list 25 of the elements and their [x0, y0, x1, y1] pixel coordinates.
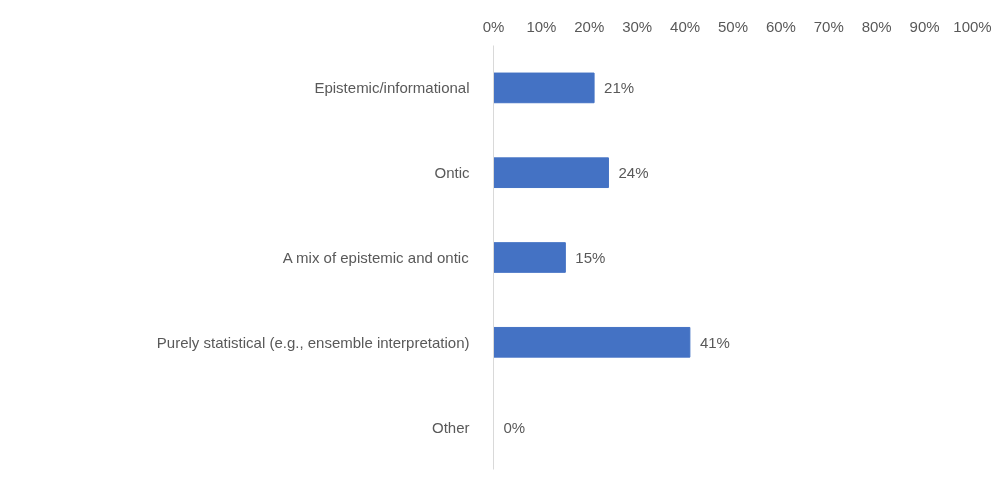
bar	[493, 242, 566, 273]
y-tick-label: A mix of epistemic and ontic	[282, 249, 470, 266]
x-tick-label: 40%	[670, 17, 701, 35]
data-label: 0%	[503, 418, 526, 436]
y-tick-label: Purely statistical (e.g., ensemble interpretation)	[156, 333, 470, 351]
x-tick-label: 70%	[813, 17, 844, 35]
data-label: 15%	[575, 249, 606, 266]
bar	[493, 72, 595, 104]
data-label: 24%	[618, 164, 649, 182]
x-tick-label: 90%	[909, 17, 940, 35]
x-tick-label: 100%	[953, 17, 992, 35]
data-label: 41%	[699, 333, 730, 351]
x-tick-label: 10%	[526, 17, 557, 35]
x-tick-label: 0%	[482, 17, 505, 35]
x-tick-label: 20%	[574, 17, 605, 35]
y-tick-label: Ontic	[434, 164, 470, 182]
x-tick-label: 80%	[861, 17, 892, 35]
x-tick-label: 60%	[765, 17, 796, 35]
y-tick-label: Other	[431, 418, 470, 436]
y-tick-label: Epistemic/informational	[314, 79, 470, 97]
bar	[493, 326, 691, 358]
bar	[493, 157, 609, 189]
x-tick-label: 30%	[622, 17, 653, 35]
x-tick-label: 50%	[717, 17, 749, 35]
data-label: 21%	[604, 79, 635, 97]
